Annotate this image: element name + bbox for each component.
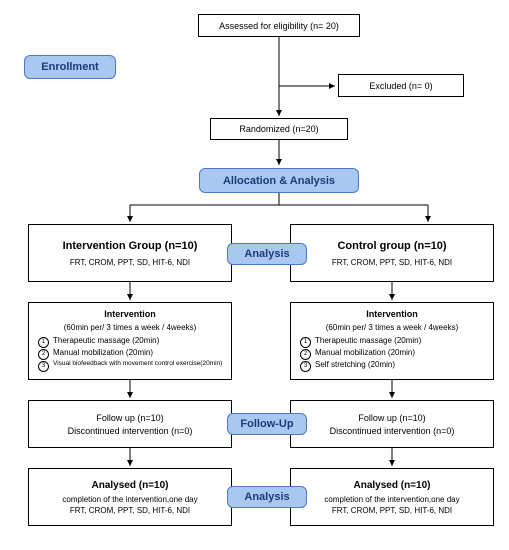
badge-followup: Follow-Up: [227, 413, 307, 435]
text-left-fu-2: Discontinued intervention (n=0): [68, 426, 193, 436]
list-left-intv: 1 Therapeutic massage (20min) 2 Manual m…: [32, 336, 228, 372]
box-left-analysed: Analysed (n=10) completion of the interv…: [28, 468, 232, 526]
text-right-intv-sub: (60min per/ 3 times a week / 4weeks): [326, 323, 459, 332]
list-item: 1 Therapeutic massage (20min): [300, 336, 490, 348]
text-left-an-2: FRT, CROM, PPT, SD, HIT-6, NDI: [70, 506, 190, 515]
text-right-an-title: Analysed (n=10): [354, 480, 431, 491]
circled-number-icon: 1: [38, 337, 49, 348]
text-left-an-title: Analysed (n=10): [92, 480, 169, 491]
text-right-an-2: FRT, CROM, PPT, SD, HIT-6, NDI: [332, 506, 452, 515]
text-right-an-1: completion of the intervention,one day: [324, 495, 459, 504]
badge-analysis-1: Analysis: [227, 243, 307, 265]
list-item: 1 Therapeutic massage (20min): [38, 336, 228, 348]
box-right-analysed: Analysed (n=10) completion of the interv…: [290, 468, 494, 526]
box-left-intervention: Intervention (60min per/ 3 times a week …: [28, 302, 232, 380]
list-item: 2 Manual mobilization (20min): [38, 348, 228, 360]
list-item-text: Self stretching (20min): [315, 360, 395, 370]
list-item-text: Therapeutic massage (20min): [53, 336, 159, 346]
badge-analysis-2: Analysis: [227, 486, 307, 508]
box-right-group: Control group (n=10) FRT, CROM, PPT, SD,…: [290, 224, 494, 282]
flowchart-stage: Enrollment Allocation & Analysis Analysi…: [0, 0, 509, 550]
circled-number-icon: 2: [300, 349, 311, 360]
list-item: 2 Manual mobilization (20min): [300, 348, 490, 360]
text-right-intv-title: Intervention: [366, 309, 418, 319]
text-left-intv-sub: (60min per/ 3 times a week / 4weeks): [64, 323, 197, 332]
list-item-text: Visual biofeedback with movement control…: [53, 360, 222, 368]
text-randomized: Randomized (n=20): [239, 124, 318, 134]
list-item: 3 Self stretching (20min): [300, 360, 490, 372]
list-right-intv: 1 Therapeutic massage (20min) 2 Manual m…: [294, 336, 490, 372]
box-assessed: Assessed for eligibility (n= 20): [198, 14, 360, 37]
box-right-followup: Follow up (n=10) Discontinued interventi…: [290, 400, 494, 448]
box-left-followup: Follow up (n=10) Discontinued interventi…: [28, 400, 232, 448]
list-item: 3 Visual biofeedback with movement contr…: [38, 360, 228, 372]
box-excluded: Excluded (n= 0): [338, 74, 464, 97]
circled-number-icon: 3: [38, 361, 49, 372]
text-right-fu-1: Follow up (n=10): [358, 413, 425, 423]
text-right-group-title: Control group (n=10): [337, 240, 446, 252]
badge-allocation: Allocation & Analysis: [199, 168, 359, 193]
text-right-group-sub: FRT, CROM, PPT, SD, HIT-6, NDI: [332, 258, 452, 267]
text-excluded: Excluded (n= 0): [369, 81, 432, 91]
text-left-intv-title: Intervention: [104, 309, 156, 319]
circled-number-icon: 2: [38, 349, 49, 360]
badge-enrollment: Enrollment: [24, 55, 116, 79]
text-assessed: Assessed for eligibility (n= 20): [219, 21, 339, 31]
box-right-intervention: Intervention (60min per/ 3 times a week …: [290, 302, 494, 380]
list-item-text: Manual mobilization (20min): [315, 348, 415, 358]
text-right-fu-2: Discontinued intervention (n=0): [330, 426, 455, 436]
list-item-text: Manual mobilization (20min): [53, 348, 153, 358]
text-left-fu-1: Follow up (n=10): [96, 413, 163, 423]
circled-number-icon: 1: [300, 337, 311, 348]
text-left-group-sub: FRT, CROM, PPT, SD, HIT-6, NDI: [70, 258, 190, 267]
box-left-group: Intervention Group (n=10) FRT, CROM, PPT…: [28, 224, 232, 282]
text-left-an-1: completion of the intervention,one day: [62, 495, 197, 504]
box-randomized: Randomized (n=20): [210, 118, 348, 140]
list-item-text: Therapeutic massage (20min): [315, 336, 421, 346]
text-left-group-title: Intervention Group (n=10): [63, 240, 198, 252]
circled-number-icon: 3: [300, 361, 311, 372]
